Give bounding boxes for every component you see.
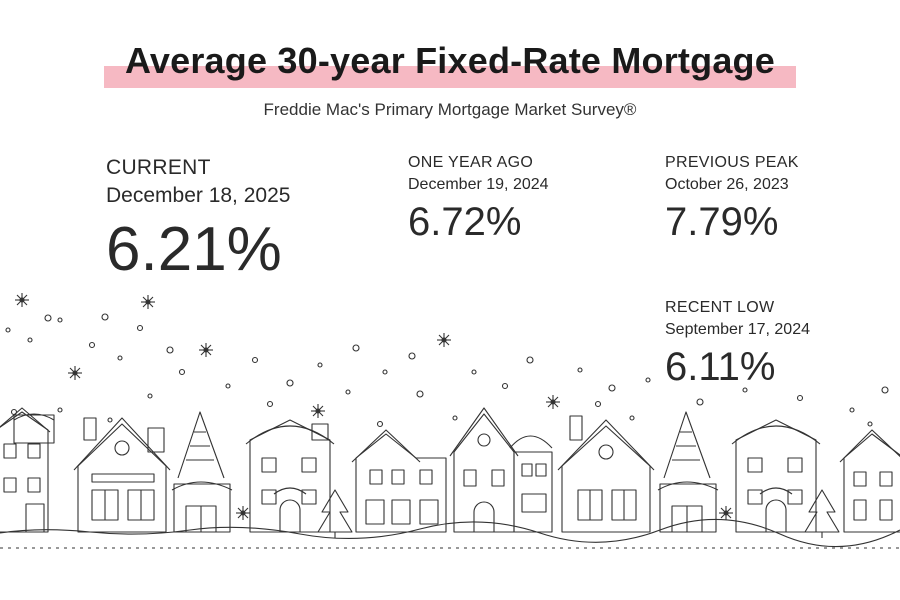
house-illustration	[839, 429, 900, 533]
house-illustration	[245, 419, 335, 533]
stat-current: CURRENT December 18, 2025 6.21%	[106, 154, 290, 284]
stat-recent-low-value: 6.11%	[665, 345, 776, 389]
title-highlight-bar	[104, 66, 796, 88]
stat-year-ago: ONE YEAR AGO December 19, 2024 6.72%	[408, 152, 549, 246]
snowflake-icon	[14, 292, 734, 521]
house-illustration	[449, 407, 553, 533]
house-illustration	[171, 411, 233, 533]
page-title: Average 30-year Fixed-Rate Mortgage	[125, 40, 775, 81]
stat-previous-peak-date: October 26, 2023	[665, 176, 789, 193]
stat-recent-low-date: September 17, 2024	[665, 321, 810, 338]
stat-previous-peak: PREVIOUS PEAK October 26, 2023 7.79%	[665, 152, 799, 246]
house-illustration	[73, 417, 171, 533]
stat-current-date: December 18, 2025	[106, 184, 291, 207]
house-illustration	[351, 429, 447, 533]
page-subtitle: Freddie Mac's Primary Mortgage Market Su…	[263, 100, 637, 119]
stat-year-ago-value: 6.72%	[408, 200, 522, 244]
stat-current-value: 6.21%	[106, 215, 282, 284]
house-illustration	[0, 407, 55, 533]
stat-year-ago-label: ONE YEAR AGO	[408, 154, 534, 171]
house-illustration	[557, 415, 655, 533]
stat-year-ago-date: December 19, 2024	[408, 176, 549, 193]
house-illustration	[657, 411, 719, 533]
stat-current-label: CURRENT	[106, 156, 211, 179]
pine-tree-illustration	[317, 489, 353, 538]
stat-previous-peak-label: PREVIOUS PEAK	[665, 154, 799, 171]
stat-recent-low-label: RECENT LOW	[665, 299, 775, 316]
stat-recent-low: RECENT LOW September 17, 2024 6.11%	[665, 297, 810, 391]
house-illustration	[731, 419, 821, 533]
falling-snow	[5, 313, 889, 428]
winter-village-illustration	[0, 292, 900, 549]
pine-tree-illustration	[804, 489, 840, 538]
stat-previous-peak-value: 7.79%	[665, 200, 779, 244]
